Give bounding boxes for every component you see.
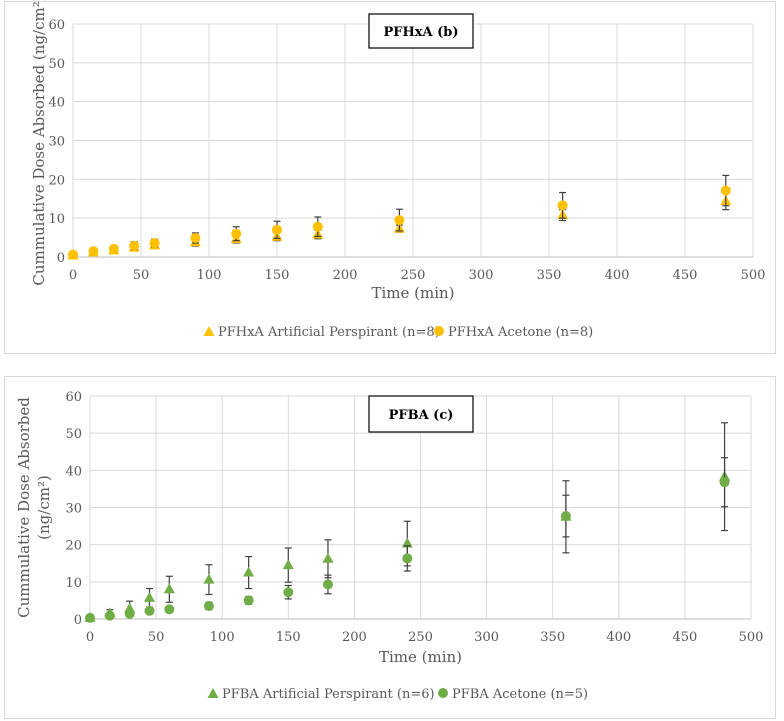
x-tick-label: 200 bbox=[333, 268, 358, 283]
data-point-circle bbox=[720, 185, 731, 196]
data-point-circle bbox=[124, 608, 135, 619]
data-point-circle bbox=[149, 238, 160, 249]
x-tick-label: 200 bbox=[342, 630, 367, 645]
data-point-circle bbox=[719, 477, 730, 488]
y-tick-label: 30 bbox=[65, 502, 82, 517]
legend-marker-triangle bbox=[207, 688, 219, 698]
chart-title: PFBA (c) bbox=[389, 408, 454, 423]
x-tick-label: 0 bbox=[69, 268, 77, 283]
x-tick-label: 450 bbox=[673, 268, 698, 283]
x-tick-label: 250 bbox=[401, 268, 426, 283]
y-tick-label: 50 bbox=[48, 57, 65, 72]
x-tick-label: 300 bbox=[474, 630, 499, 645]
legend-marker-circle bbox=[434, 326, 444, 336]
chart-title-box bbox=[368, 13, 474, 49]
gridlines bbox=[89, 395, 752, 620]
gridlines bbox=[72, 23, 754, 258]
y-tick-label: 60 bbox=[65, 390, 82, 405]
legend-label: PFBA Artificial Perspirant (n=6) bbox=[222, 687, 435, 702]
x-tick-label: 300 bbox=[469, 268, 494, 283]
x-tick-label: 150 bbox=[265, 268, 290, 283]
x-tick-label: 400 bbox=[605, 268, 630, 283]
data-point-circle bbox=[190, 232, 201, 243]
x-tick-label: 400 bbox=[606, 630, 631, 645]
x-tick-label: 150 bbox=[276, 630, 301, 645]
data-point-circle bbox=[85, 612, 95, 623]
data-point-circle bbox=[283, 587, 294, 598]
legend-label: PFHxA Acetone (n=8) bbox=[448, 325, 593, 340]
x-tick-label: 50 bbox=[133, 268, 150, 283]
data-point-triangle bbox=[143, 591, 155, 602]
data-point-circle bbox=[129, 240, 140, 251]
legend-label: PFBA Acetone (n=5) bbox=[452, 687, 588, 702]
data-point-triangle bbox=[163, 583, 175, 594]
chart-title: PFHxA (b) bbox=[383, 25, 458, 40]
y-tick-label: 30 bbox=[48, 135, 65, 150]
data-point-circle bbox=[231, 228, 242, 239]
y-axis-title-line: Cummulative Dose Absorbed bbox=[15, 397, 33, 618]
y-tick-label: 0 bbox=[74, 613, 82, 628]
data-point-circle bbox=[68, 249, 78, 260]
series-acetone bbox=[68, 174, 731, 260]
data-point-circle bbox=[164, 604, 175, 615]
x-tick-label: 500 bbox=[741, 268, 766, 283]
series-acetone bbox=[85, 457, 730, 623]
series-artificial-perspirant bbox=[84, 422, 731, 622]
data-point-circle bbox=[394, 215, 405, 226]
x-tick-label: 0 bbox=[86, 630, 94, 645]
y-tick-label: 10 bbox=[65, 576, 82, 591]
y-tick-label: 20 bbox=[65, 539, 82, 554]
y-tick-label: 60 bbox=[48, 18, 65, 33]
chart-panel-pfba: 0 50 100 150 200 250 300 350 400 450 500 0 10 20 30 40 5… bbox=[4, 376, 776, 719]
data-point-circle bbox=[560, 511, 571, 522]
y-tick-label: 40 bbox=[48, 96, 65, 111]
x-tick-label: 500 bbox=[739, 630, 764, 645]
y-axis-title-line: (ng/cm²) bbox=[35, 475, 53, 540]
x-tick-label: 100 bbox=[197, 268, 222, 283]
chart-svg-pfba: 0 50 100 150 200 250 300 350 400 450 500 0 10 20 30 40 5… bbox=[15, 390, 764, 702]
x-tick-label: 350 bbox=[540, 630, 565, 645]
data-point-triangle bbox=[282, 559, 294, 570]
data-point-circle bbox=[243, 595, 254, 606]
data-point-circle bbox=[557, 200, 568, 211]
data-point-circle bbox=[88, 246, 99, 257]
legend-marker-circle bbox=[438, 688, 448, 698]
data-point-circle bbox=[402, 553, 413, 564]
x-tick-label: 50 bbox=[148, 630, 165, 645]
y-axis-title: Cummulative Dose Absorbed (ng/cm²) bbox=[30, 0, 48, 286]
y-tick-label: 20 bbox=[48, 173, 65, 188]
x-tick-label: 450 bbox=[672, 630, 697, 645]
data-point-circle bbox=[203, 600, 214, 611]
chart-svg-pfhxa: 0 50 100 150 200 250 300 350 400 450 500 0 10 20 30 40 5… bbox=[30, 0, 766, 340]
legend-marker-triangle bbox=[203, 326, 215, 336]
legend-label: PFHxA Artificial Perspirant (n=8) bbox=[218, 325, 440, 340]
data-point-triangle bbox=[322, 552, 334, 563]
chart-title-box bbox=[368, 395, 474, 433]
y-tick-label: 40 bbox=[65, 464, 82, 479]
data-point-triangle bbox=[401, 537, 413, 548]
x-axis-title: Time (min) bbox=[371, 284, 454, 302]
x-tick-label: 250 bbox=[408, 630, 433, 645]
data-point-triangle bbox=[203, 573, 215, 584]
x-axis-title: Time (min) bbox=[379, 648, 462, 666]
data-point-circle bbox=[322, 579, 333, 590]
data-point-circle bbox=[312, 221, 323, 232]
data-point-circle bbox=[108, 243, 119, 254]
x-tick-label: 350 bbox=[537, 268, 562, 283]
y-tick-label: 50 bbox=[65, 427, 82, 442]
data-point-circle bbox=[144, 605, 155, 616]
data-point-triangle bbox=[243, 566, 255, 577]
y-tick-label: 0 bbox=[57, 251, 65, 266]
data-point-circle bbox=[104, 610, 115, 621]
chart-panel-pfhxa: 0 50 100 150 200 250 300 350 400 450 500 0 10 20 30 40 5… bbox=[4, 0, 776, 354]
data-point-circle bbox=[272, 224, 282, 235]
y-tick-label: 10 bbox=[48, 212, 65, 227]
x-tick-label: 100 bbox=[210, 630, 235, 645]
